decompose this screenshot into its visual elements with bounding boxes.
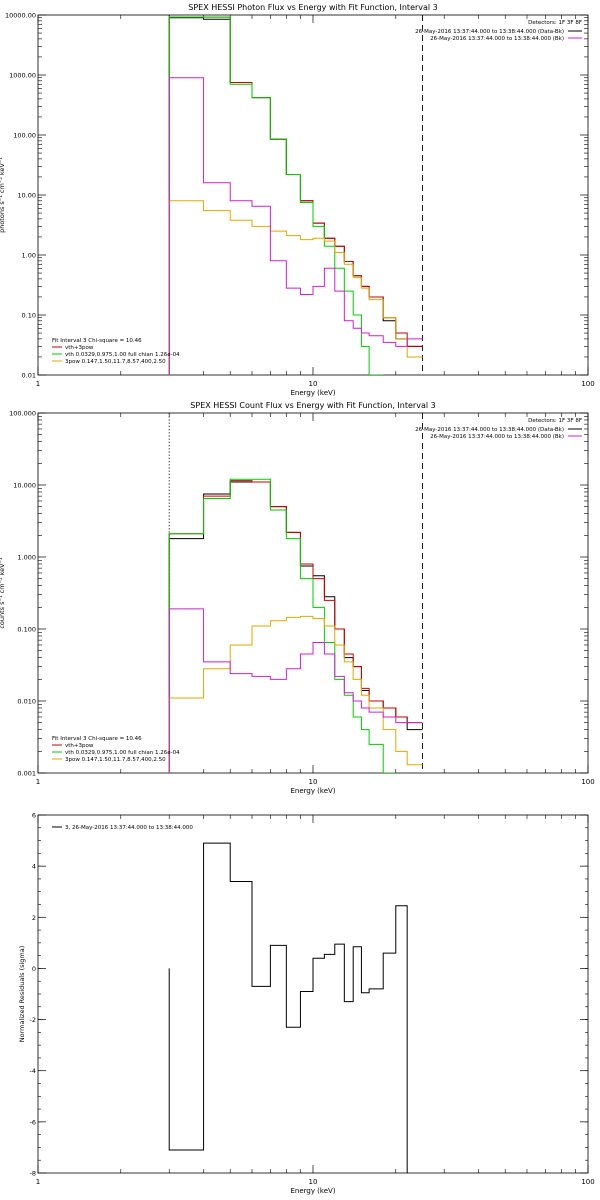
x-tick-label: 10 [309, 380, 318, 388]
chart-panel-1: SPEX HESSI Photon Flux vs Energy with Fi… [0, 3, 595, 397]
plot-frame [37, 14, 589, 376]
legend-entry-label: 3, 26-May-2016 13:37:44.000 to 13:38:44.… [65, 825, 193, 831]
x-tick-label: 100 [581, 778, 594, 786]
legend-fit-title: Fit Interval 3 Chi-square = 10.46 [52, 338, 142, 344]
legend-entry-label: vth+3pow [65, 345, 94, 351]
y-tick-label: 10.00 [17, 192, 36, 200]
legend-entry-label: vth 0.0329,0.975,1.00 full chian 1.26e-0… [65, 750, 180, 756]
legend-entry-label: vth+3pow [65, 743, 94, 749]
y-tick-label: 2 [32, 914, 36, 922]
y-tick-label: 0.001 [17, 770, 36, 778]
legend-entry-label: 3pow 0.147,1.50,11.7,8.57,400,2.50 [65, 359, 166, 365]
series-line-5 [168, 608, 423, 773]
x-tick-label: 1 [36, 380, 40, 388]
y-tick-label: -2 [30, 1016, 36, 1024]
y-tick-label: -6 [30, 1118, 36, 1126]
x-axis-label: Energy (keV) [290, 1187, 335, 1195]
y-tick-label: 6 [32, 812, 36, 820]
series-line-4 [168, 200, 423, 375]
chart-title: SPEX HESSI Photon Flux vs Energy with Fi… [188, 3, 438, 12]
x-tick-label: 10 [309, 1178, 318, 1186]
legend-entry-label: 3pow 0.147,1.50,11.7,8.57,400,2.50 [65, 757, 166, 763]
y-tick-label: 4 [32, 863, 36, 871]
series-line-3 [168, 478, 396, 773]
y-tick-label: 1000.00 [9, 72, 36, 80]
series-line-4 [168, 615, 423, 773]
x-tick-label: 1 [36, 778, 40, 786]
y-axis-label: counts s⁻¹ cm⁻² keV⁻¹ [0, 557, 6, 629]
y-tick-label: 0.10 [22, 312, 36, 320]
chart-panel-3: 1 10 100 Energy (keV) -8 -6 -4 -2 0 2 4 6 Normalized… [18, 812, 595, 1196]
y-tick-label: 0 [32, 965, 36, 973]
legend-detectors: Detectors: 1F 3F 8F [528, 20, 582, 26]
y-axis-label: photons s⁻¹ cm⁻² keV⁻¹ [0, 157, 6, 233]
chart-title: SPEX HESSI Count Flux vs Energy with Fit… [190, 401, 435, 410]
series-line-5 [168, 77, 423, 375]
x-axis-label: Energy (keV) [290, 389, 335, 397]
legend-detectors: Detectors: 1F 3F 8F [528, 418, 582, 424]
legend-entry-label: 26-May-2016 13:37:44.000 to 13:38:44.000… [430, 36, 564, 42]
y-axis-label: Normalized Residuals (sigma) [18, 946, 26, 1043]
legend-entry-label: 26-May-2016 13:37:44.000 to 13:38:44.000… [415, 427, 564, 433]
y-tick-label: 10000.00 [5, 12, 36, 20]
x-tick-label: 1 [36, 1178, 40, 1186]
x-tick-label: 10 [309, 778, 318, 786]
legend-entry-label: vth 0.0329,0.975,1.00 full chian 1.26e-0… [65, 352, 180, 358]
y-tick-label: 0.010 [17, 698, 36, 706]
series-line-2 [168, 16, 423, 375]
plot-frame [37, 814, 589, 1174]
y-tick-label: -4 [30, 1067, 36, 1075]
y-tick-label: 100.00 [13, 132, 36, 140]
series-line-2 [168, 480, 423, 773]
legend-entry-label: 26-May-2016 13:37:44.000 to 13:38:44.000… [415, 29, 564, 35]
y-tick-label: 0.01 [22, 372, 36, 380]
x-axis-label: Energy (keV) [290, 787, 335, 795]
x-tick-label: 100 [581, 380, 594, 388]
y-tick-label: 1.00 [22, 252, 36, 260]
y-tick-label: 100.000 [9, 410, 36, 418]
series-line-1 [168, 17, 423, 375]
legend-fit-title: Fit Interval 3 Chi-square = 10.46 [52, 736, 142, 742]
y-tick-label: 0.100 [17, 626, 36, 634]
x-tick-label: 100 [581, 1178, 594, 1186]
y-tick-label: 10.000 [13, 482, 36, 490]
series-line-1 [168, 842, 408, 1173]
series-line-3 [168, 16, 384, 375]
y-tick-label: -8 [30, 1170, 36, 1178]
chart-panel-2: SPEX HESSI Count Flux vs Energy with Fit… [0, 401, 595, 795]
y-tick-label: 1.000 [17, 554, 36, 562]
legend-entry-label: 26-May-2016 13:37:44.000 to 13:38:44.000… [430, 434, 564, 440]
